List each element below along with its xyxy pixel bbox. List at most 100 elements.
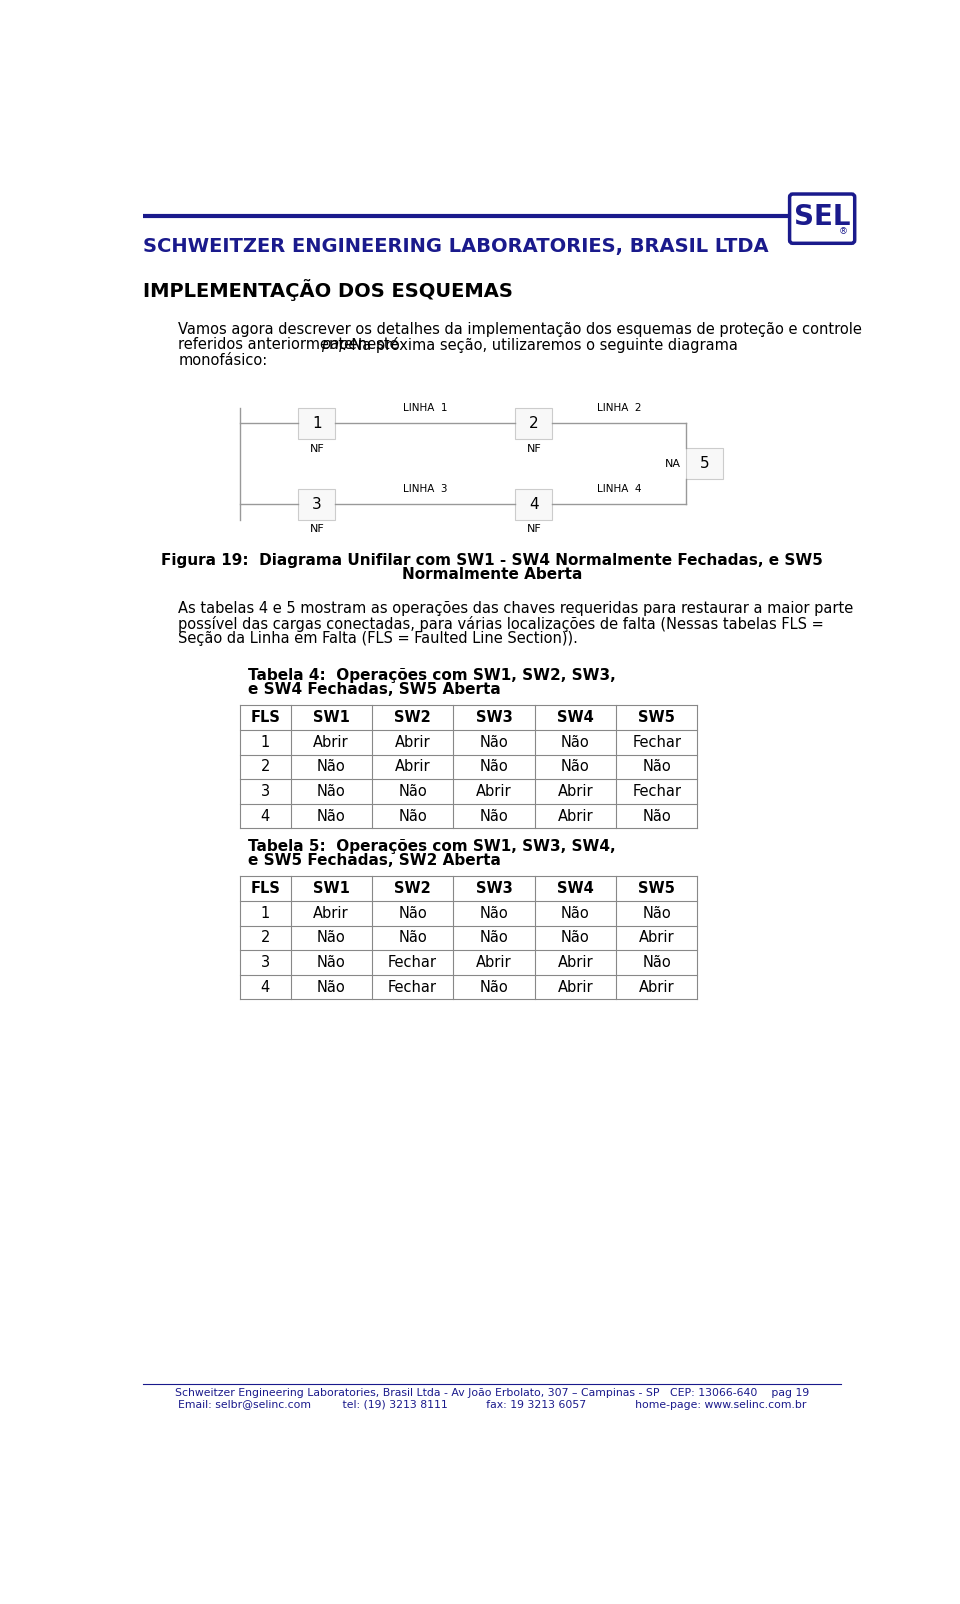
- Text: Schweitzer Engineering Laboratories, Brasil Ltda - Av João Erbolato, 307 – Campi: Schweitzer Engineering Laboratories, Bra…: [175, 1389, 809, 1399]
- Text: SW5: SW5: [638, 711, 675, 725]
- Text: monofásico:: monofásico:: [179, 353, 268, 367]
- Text: 1: 1: [261, 906, 270, 921]
- Text: Não: Não: [317, 759, 346, 775]
- Text: Abrir: Abrir: [558, 954, 593, 970]
- Text: Não: Não: [561, 906, 589, 921]
- Text: SW1: SW1: [313, 711, 349, 725]
- Text: Não: Não: [642, 954, 671, 970]
- Text: Não: Não: [317, 980, 346, 994]
- Text: Não: Não: [561, 735, 589, 749]
- Text: NA: NA: [665, 459, 681, 468]
- Bar: [685, 448, 723, 480]
- Text: 2: 2: [529, 415, 539, 431]
- Text: Abrir: Abrir: [476, 954, 512, 970]
- Text: Email: selbr@selinc.com         tel: (19) 3213 8111           fax: 19 3213 6057 : Email: selbr@selinc.com tel: (19) 3213 8…: [178, 1400, 806, 1410]
- Text: Não: Não: [480, 980, 508, 994]
- Text: 3: 3: [261, 784, 270, 799]
- Text: SW2: SW2: [395, 711, 431, 725]
- Text: Abrir: Abrir: [395, 759, 430, 775]
- Text: Fechar: Fechar: [388, 980, 437, 994]
- Text: Não: Não: [317, 954, 346, 970]
- Text: SW4: SW4: [557, 881, 593, 897]
- Text: 2: 2: [260, 759, 270, 775]
- Text: 5: 5: [700, 456, 709, 472]
- Text: possível das cargas conectadas, para várias localizações de falta (Nessas tabela: possível das cargas conectadas, para vár…: [179, 616, 824, 632]
- Text: Fechar: Fechar: [388, 954, 437, 970]
- Text: Fechar: Fechar: [633, 735, 682, 749]
- Text: NF: NF: [309, 443, 324, 454]
- Text: Fechar: Fechar: [633, 784, 682, 799]
- Text: FLS: FLS: [251, 711, 280, 725]
- Text: Abrir: Abrir: [313, 735, 349, 749]
- Text: 4: 4: [261, 980, 270, 994]
- Text: Tabela 4:  Operações com SW1, SW2, SW3,: Tabela 4: Operações com SW1, SW2, SW3,: [248, 669, 615, 683]
- Text: Vamos agora descrever os detalhes da implementação dos esquemas de proteção e co: Vamos agora descrever os detalhes da imp…: [179, 322, 862, 337]
- Bar: [299, 407, 335, 439]
- Bar: [516, 407, 552, 439]
- Text: IMPLEMENTAÇÃO DOS ESQUEMAS: IMPLEMENTAÇÃO DOS ESQUEMAS: [143, 279, 514, 300]
- Text: Abrir: Abrir: [638, 930, 675, 945]
- Text: Tabela 5:  Operações com SW1, SW3, SW4,: Tabela 5: Operações com SW1, SW3, SW4,: [248, 839, 615, 855]
- Text: LINHA  3: LINHA 3: [403, 483, 447, 494]
- Text: Não: Não: [480, 930, 508, 945]
- Text: SW1: SW1: [313, 881, 349, 897]
- Text: Não: Não: [398, 784, 427, 799]
- Text: Não: Não: [642, 906, 671, 921]
- Text: Seção da Linha em Falta (FLS = Faulted Line Section)).: Seção da Linha em Falta (FLS = Faulted L…: [179, 632, 578, 646]
- Bar: [516, 489, 552, 520]
- Text: referidos anteriormente neste: referidos anteriormente neste: [179, 337, 403, 353]
- Text: SCHWEITZER ENGINEERING LABORATORIES, BRASIL LTDA: SCHWEITZER ENGINEERING LABORATORIES, BRA…: [143, 237, 769, 257]
- Text: Não: Não: [317, 930, 346, 945]
- Text: Normalmente Aberta: Normalmente Aberta: [402, 566, 582, 582]
- Text: Abrir: Abrir: [395, 735, 430, 749]
- Text: Não: Não: [480, 906, 508, 921]
- Text: NF: NF: [526, 525, 541, 534]
- Text: 1: 1: [261, 735, 270, 749]
- Text: NF: NF: [309, 525, 324, 534]
- Text: Abrir: Abrir: [476, 784, 512, 799]
- Text: Não: Não: [561, 759, 589, 775]
- Text: NF: NF: [526, 443, 541, 454]
- Text: Abrir: Abrir: [558, 808, 593, 824]
- Text: 4: 4: [529, 497, 539, 512]
- Text: Não: Não: [561, 930, 589, 945]
- Text: . Na próxima seção, utilizaremos o seguinte diagrama: . Na próxima seção, utilizaremos o segui…: [343, 337, 738, 353]
- Text: Não: Não: [317, 784, 346, 799]
- Text: LINHA  4: LINHA 4: [597, 483, 641, 494]
- Text: Abrir: Abrir: [638, 980, 675, 994]
- Text: 2: 2: [260, 930, 270, 945]
- Text: SEL: SEL: [794, 204, 851, 231]
- Text: ®: ®: [839, 228, 848, 236]
- Text: SW5: SW5: [638, 881, 675, 897]
- Text: e SW5 Fechadas, SW2 Aberta: e SW5 Fechadas, SW2 Aberta: [248, 853, 501, 868]
- Text: FLS: FLS: [251, 881, 280, 897]
- Text: LINHA  2: LINHA 2: [597, 403, 641, 412]
- Text: Abrir: Abrir: [558, 784, 593, 799]
- Text: LINHA  1: LINHA 1: [403, 403, 447, 412]
- Text: As tabelas 4 e 5 mostram as operações das chaves requeridas para restaurar a mai: As tabelas 4 e 5 mostram as operações da…: [179, 600, 853, 616]
- Text: 1: 1: [312, 415, 322, 431]
- Text: SW4: SW4: [557, 711, 593, 725]
- Text: SW3: SW3: [475, 881, 513, 897]
- Text: paper: paper: [321, 337, 363, 353]
- Text: Figura 19:  Diagrama Unifilar com SW1 - SW4 Normalmente Fechadas, e SW5: Figura 19: Diagrama Unifilar com SW1 - S…: [161, 553, 823, 568]
- Text: Abrir: Abrir: [313, 906, 349, 921]
- Text: SW2: SW2: [395, 881, 431, 897]
- Text: Abrir: Abrir: [558, 980, 593, 994]
- Text: SW3: SW3: [475, 711, 513, 725]
- Bar: [299, 489, 335, 520]
- Text: Não: Não: [317, 808, 346, 824]
- Text: Não: Não: [398, 930, 427, 945]
- FancyBboxPatch shape: [789, 194, 854, 244]
- Text: 3: 3: [312, 497, 322, 512]
- Text: Não: Não: [642, 808, 671, 824]
- Text: Não: Não: [480, 759, 508, 775]
- Text: Não: Não: [642, 759, 671, 775]
- Text: e SW4 Fechadas, SW5 Aberta: e SW4 Fechadas, SW5 Aberta: [248, 682, 500, 698]
- Text: Não: Não: [398, 906, 427, 921]
- Text: Não: Não: [480, 735, 508, 749]
- Text: Não: Não: [480, 808, 508, 824]
- Text: Não: Não: [398, 808, 427, 824]
- Text: 3: 3: [261, 954, 270, 970]
- Text: 4: 4: [261, 808, 270, 824]
